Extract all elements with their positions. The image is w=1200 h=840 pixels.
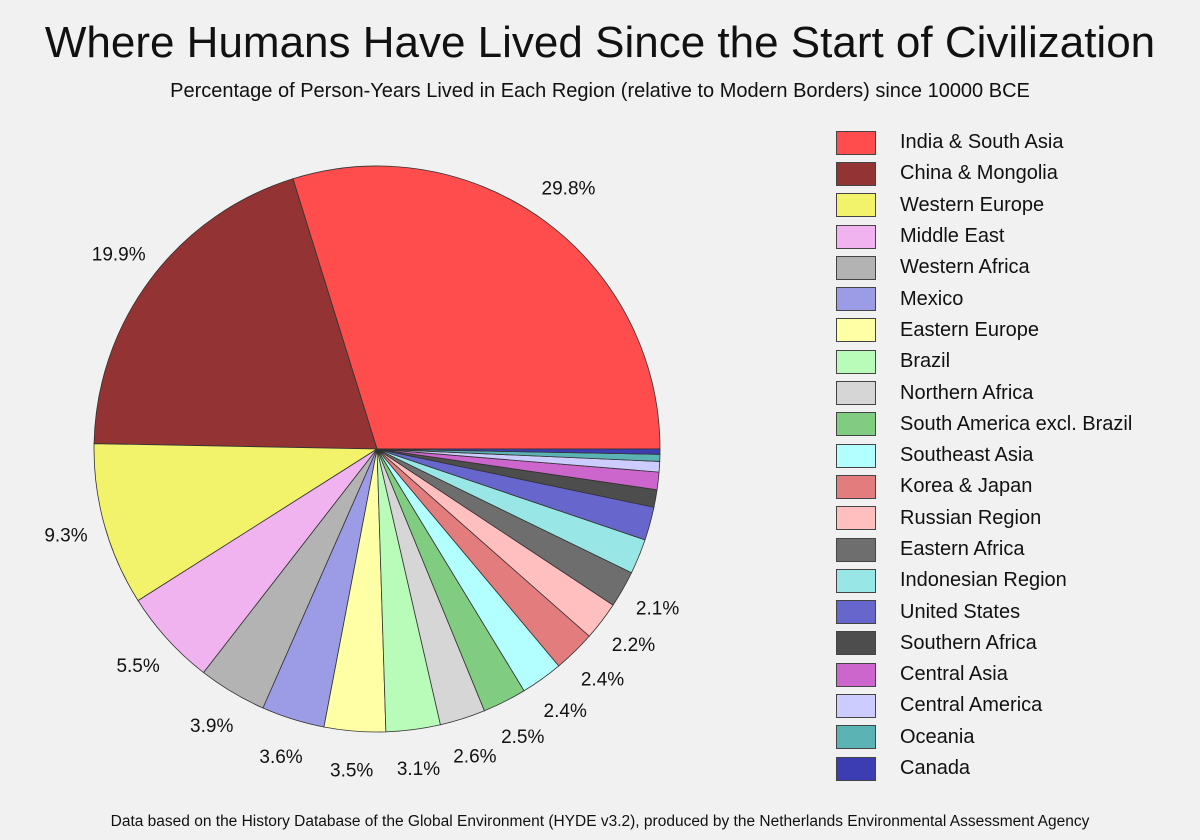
legend-swatch xyxy=(836,224,876,249)
legend-item-china-mongolia: China & Mongolia xyxy=(836,158,1186,189)
legend-item-india-south-asia: India & South Asia xyxy=(836,127,1186,158)
legend-swatch xyxy=(836,161,876,186)
pie-label-korea-japan: 2.4% xyxy=(581,670,624,691)
legend-swatch xyxy=(836,537,876,562)
legend-item-middle-east: Middle East xyxy=(836,221,1186,252)
legend-label: India & South Asia xyxy=(900,131,1064,154)
legend-label: Oceania xyxy=(900,725,975,748)
legend-item-eastern-africa: Eastern Africa xyxy=(836,534,1186,565)
pie-label-southeast-asia: 2.4% xyxy=(544,701,587,722)
legend-swatch xyxy=(836,756,876,781)
pie-label-mexico: 3.6% xyxy=(259,747,302,768)
pie-label-western-europe: 9.3% xyxy=(44,526,87,547)
pie-label-russian-region: 2.2% xyxy=(612,635,655,656)
legend-swatch xyxy=(836,506,876,531)
pie-label-eastern-africa: 2.1% xyxy=(636,599,679,620)
legend-swatch xyxy=(836,193,876,218)
legend-item-central-america: Central America xyxy=(836,690,1186,721)
pie-label-india-south-asia: 29.8% xyxy=(542,178,596,199)
legend-label: Canada xyxy=(900,757,971,780)
legend-label: Brazil xyxy=(900,350,951,373)
chart-title: Where Humans Have Lived Since the Start … xyxy=(44,18,1156,67)
legend-label: Indonesian Region xyxy=(900,569,1067,592)
pie-label-northern-africa: 2.6% xyxy=(453,746,496,767)
pie-label-western-africa: 3.9% xyxy=(190,716,233,737)
pie-label-south-america-excl-brazil: 2.5% xyxy=(501,727,544,748)
pie-slice-india-south-asia xyxy=(292,165,661,450)
legend-label: Western Europe xyxy=(900,193,1045,216)
legend-swatch xyxy=(836,318,876,343)
legend-item-northern-africa: Northern Africa xyxy=(836,377,1186,408)
legend: India & South Asia China & Mongolia Wester… xyxy=(836,127,1186,784)
legend-swatch xyxy=(836,443,876,468)
legend-swatch xyxy=(836,349,876,374)
legend-label: Southern Africa xyxy=(900,631,1037,654)
legend-item-canada: Canada xyxy=(836,753,1186,784)
legend-swatch xyxy=(836,693,876,718)
legend-item-korea-japan: Korea & Japan xyxy=(836,471,1186,502)
legend-swatch xyxy=(836,130,876,155)
legend-swatch xyxy=(836,287,876,312)
legend-item-southeast-asia: Southeast Asia xyxy=(836,440,1186,471)
pie-slice-canada xyxy=(376,448,661,455)
legend-label: Eastern Europe xyxy=(900,318,1039,341)
pie-slice-western-europe xyxy=(93,443,379,602)
legend-item-eastern-europe: Eastern Europe xyxy=(836,315,1186,346)
legend-label: Western Africa xyxy=(900,256,1030,279)
legend-label: United States xyxy=(900,600,1021,623)
legend-swatch xyxy=(836,412,876,437)
legend-label: Central America xyxy=(900,694,1043,717)
legend-swatch xyxy=(836,568,876,593)
pie-label-china-mongolia: 19.9% xyxy=(92,245,146,266)
legend-label: Korea & Japan xyxy=(900,475,1033,498)
legend-item-russian-region: Russian Region xyxy=(836,503,1186,534)
legend-swatch xyxy=(836,474,876,499)
legend-item-united-states: United States xyxy=(836,596,1186,627)
legend-swatch xyxy=(836,600,876,625)
legend-label: South America excl. Brazil xyxy=(900,412,1133,435)
legend-swatch xyxy=(836,662,876,687)
legend-label: Northern Africa xyxy=(900,381,1034,404)
legend-label: Southeast Asia xyxy=(900,444,1034,467)
legend-swatch xyxy=(836,381,876,406)
legend-label: Central Asia xyxy=(900,663,1008,686)
legend-label: China & Mongolia xyxy=(900,162,1058,185)
legend-item-brazil: Brazil xyxy=(836,346,1186,377)
legend-item-western-europe: Western Europe xyxy=(836,190,1186,221)
pie-slice-china-mongolia xyxy=(93,178,378,450)
pie-label-middle-east: 5.5% xyxy=(116,656,159,677)
legend-swatch xyxy=(836,725,876,750)
legend-item-south-america-excl-brazil: South America excl. Brazil xyxy=(836,409,1186,440)
legend-item-indonesian-region: Indonesian Region xyxy=(836,565,1186,596)
pie-label-brazil: 3.1% xyxy=(397,759,440,780)
pie-label-eastern-europe: 3.5% xyxy=(330,761,373,782)
chart-subtitle: Percentage of Person-Years Lived in Each… xyxy=(170,80,1030,102)
legend-swatch xyxy=(836,255,876,280)
legend-label: Middle East xyxy=(900,225,1005,248)
pie-slices xyxy=(93,165,661,733)
legend-label: Eastern Africa xyxy=(900,538,1025,560)
legend-item-mexico: Mexico xyxy=(836,283,1186,314)
source-note: Data based on the History Database of th… xyxy=(110,813,1090,830)
pie-labels: 29.8%19.9%9.3%5.5%3.9%3.6%3.5% 3.1%2.6%2.… xyxy=(44,178,679,781)
legend-swatch xyxy=(836,631,876,656)
legend-item-western-africa: Western Africa xyxy=(836,252,1186,283)
legend-label: Mexico xyxy=(900,287,964,310)
legend-item-oceania: Oceania xyxy=(836,722,1186,753)
legend-item-southern-africa: Southern Africa xyxy=(836,628,1186,659)
legend-item-central-asia: Central Asia xyxy=(836,659,1186,690)
legend-label: Russian Region xyxy=(900,506,1042,529)
